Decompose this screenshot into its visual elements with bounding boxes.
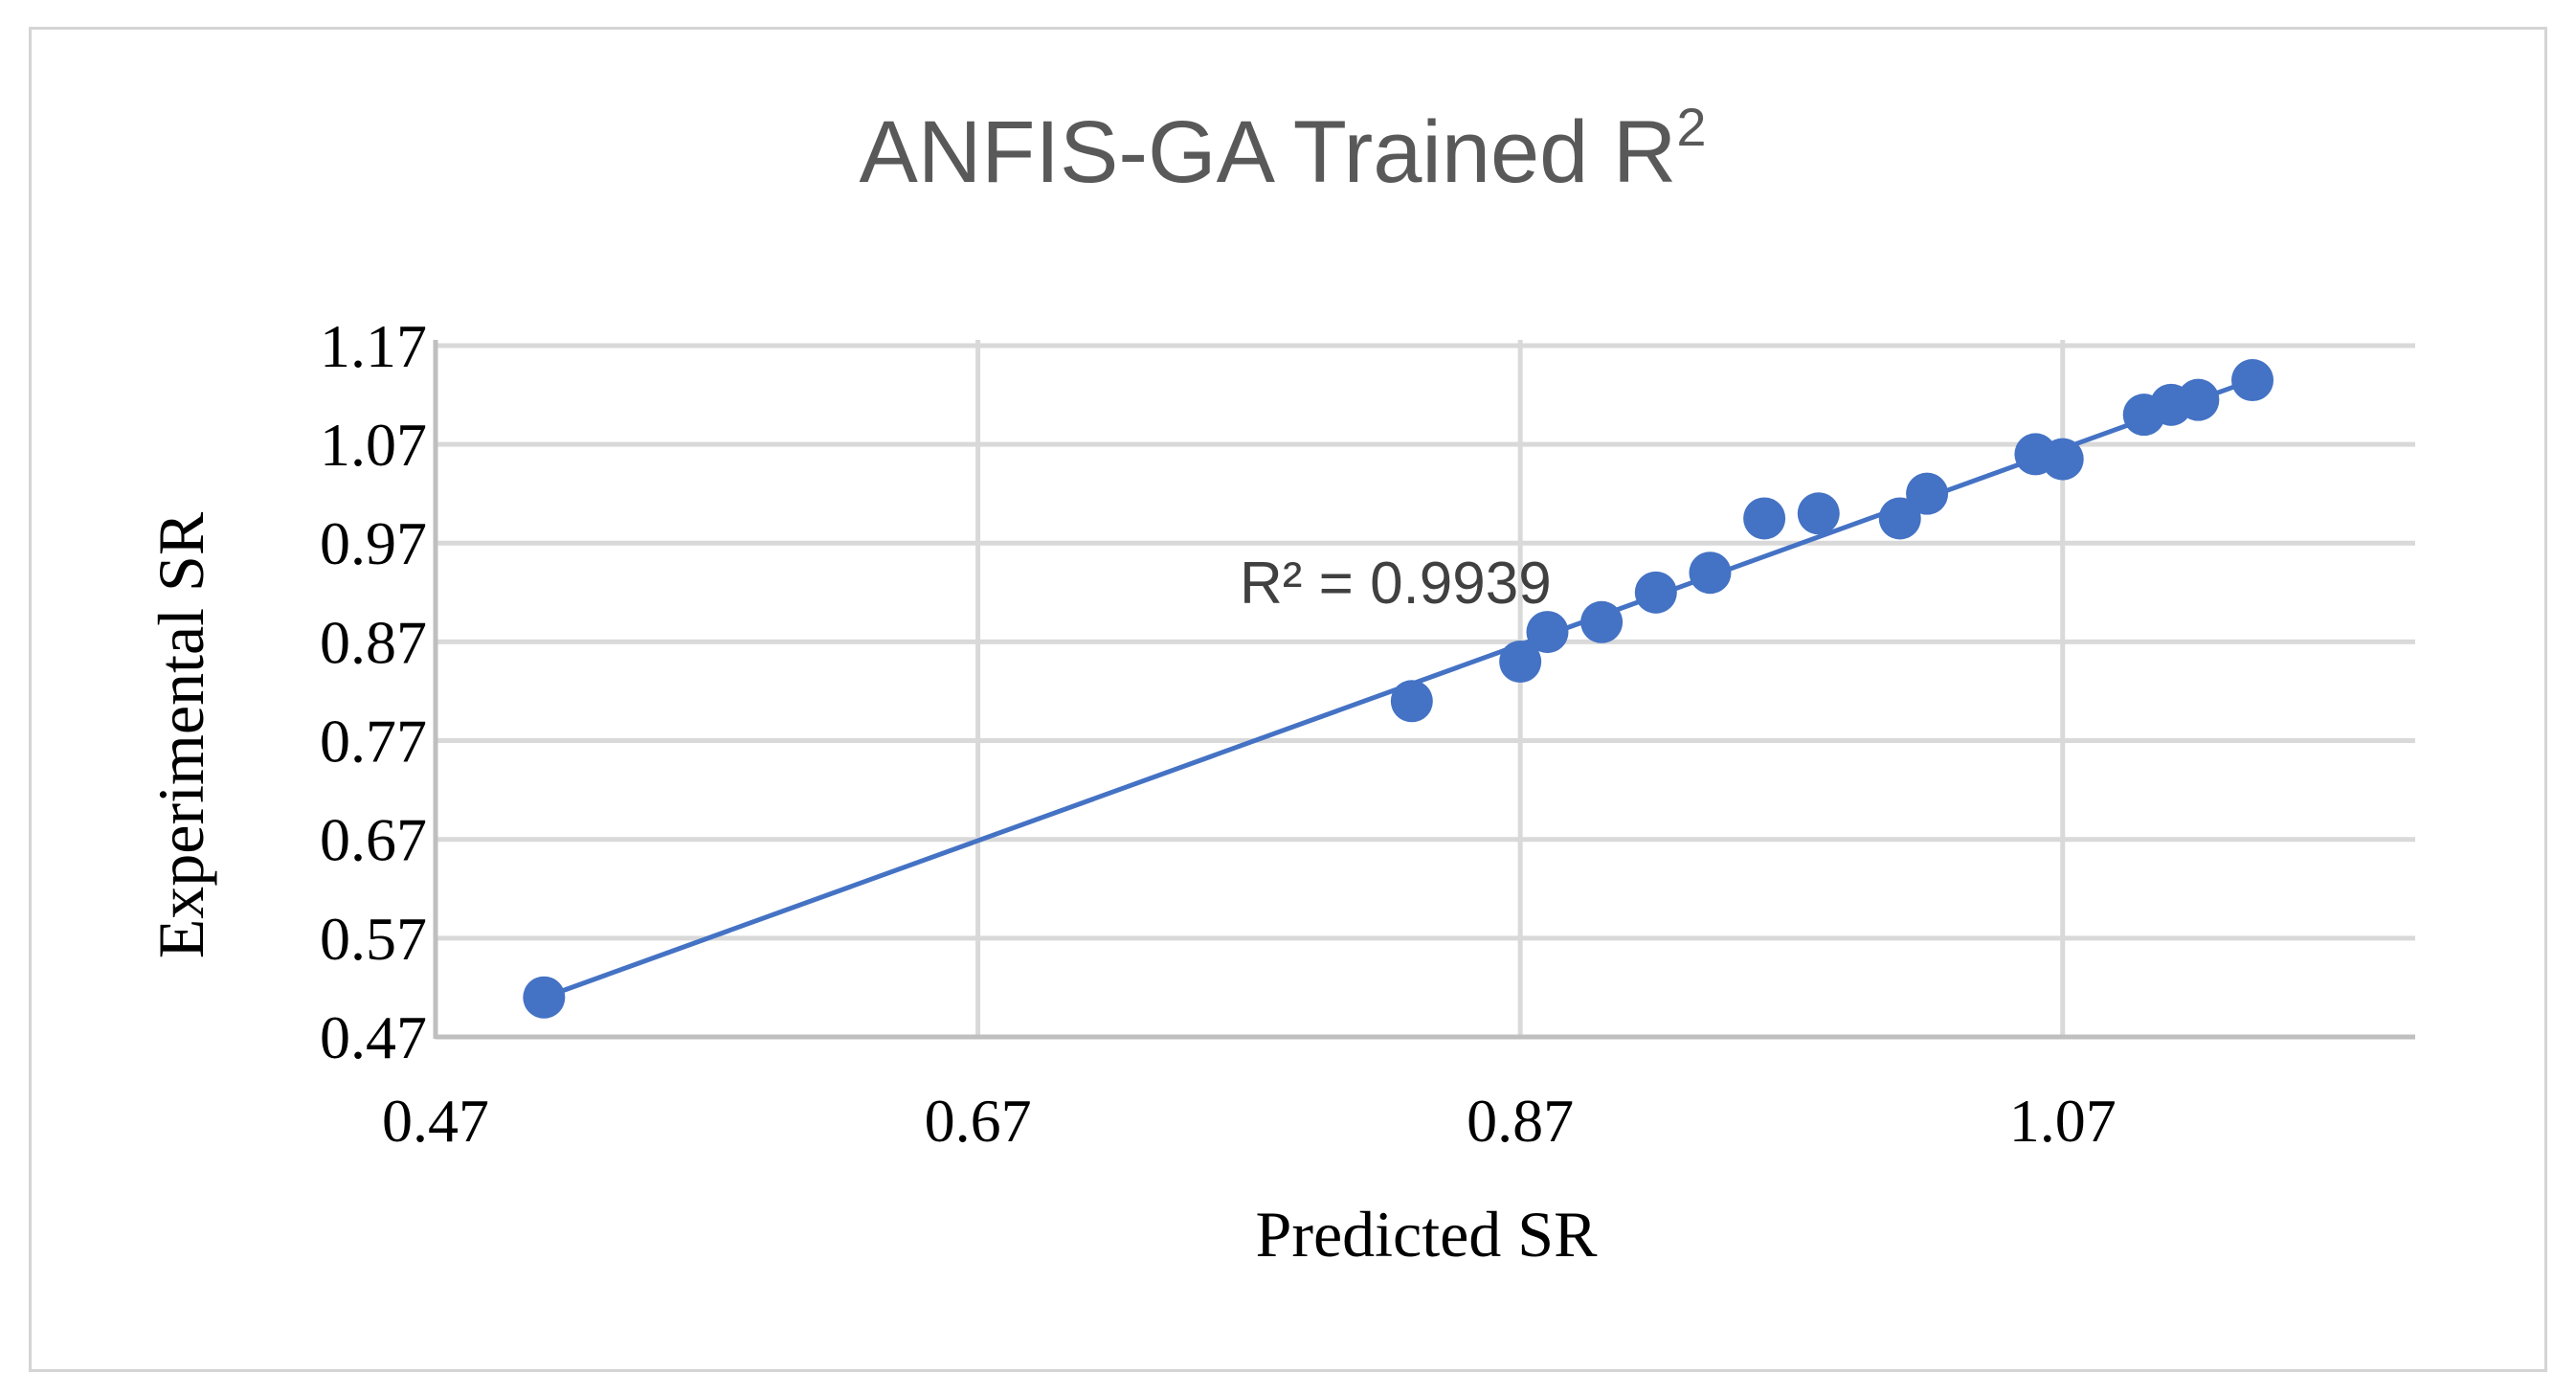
data-point: [523, 976, 566, 1019]
r-squared-annotation: R² = 0.9939: [1240, 551, 1552, 617]
data-point: [2231, 359, 2274, 402]
x-tick-label: 0.67: [925, 1087, 1032, 1155]
data-point: [1580, 600, 1624, 643]
y-tick-label: 0.67: [320, 806, 427, 874]
data-point: [1689, 551, 1732, 595]
y-tick-label: 0.97: [320, 509, 427, 577]
y-axis-label: Experimental SR: [145, 511, 217, 958]
data-point: [1797, 492, 1840, 535]
data-point: [1390, 680, 1433, 723]
axes: [433, 340, 2415, 1040]
data-point: [1499, 641, 1542, 684]
y-tick-label: 0.87: [320, 608, 427, 676]
data-point: [2177, 378, 2220, 421]
data-point: [1878, 497, 1921, 540]
data-point: [2041, 438, 2084, 481]
x-tick-label: 0.87: [1467, 1087, 1574, 1155]
chart-title-superscript: 2: [1676, 97, 1706, 157]
data-points: [523, 359, 2274, 1019]
data-point: [1743, 497, 1786, 540]
y-tick-label: 0.47: [320, 1003, 427, 1071]
x-axis-label: Predicted SR: [1256, 1198, 1599, 1271]
x-tick-label: 1.07: [2009, 1087, 2117, 1155]
x-tick-label: 0.47: [382, 1087, 489, 1155]
y-tick-label: 1.17: [320, 312, 427, 380]
data-point: [1906, 472, 1949, 515]
chart-frame: [29, 27, 2547, 1372]
y-tick-label: 0.77: [320, 708, 427, 776]
data-point: [1526, 611, 1569, 654]
y-tick-label: 0.57: [320, 905, 427, 973]
labels: 0.47 0.57 0.67 0.77 0.87 0.97 1.07 1.17 0.47 0.67…: [320, 312, 2117, 1155]
data-point: [1634, 571, 1677, 614]
y-tick-label: 1.07: [320, 411, 427, 479]
chart-title: ANFIS-GA Trained R2: [860, 97, 1707, 201]
